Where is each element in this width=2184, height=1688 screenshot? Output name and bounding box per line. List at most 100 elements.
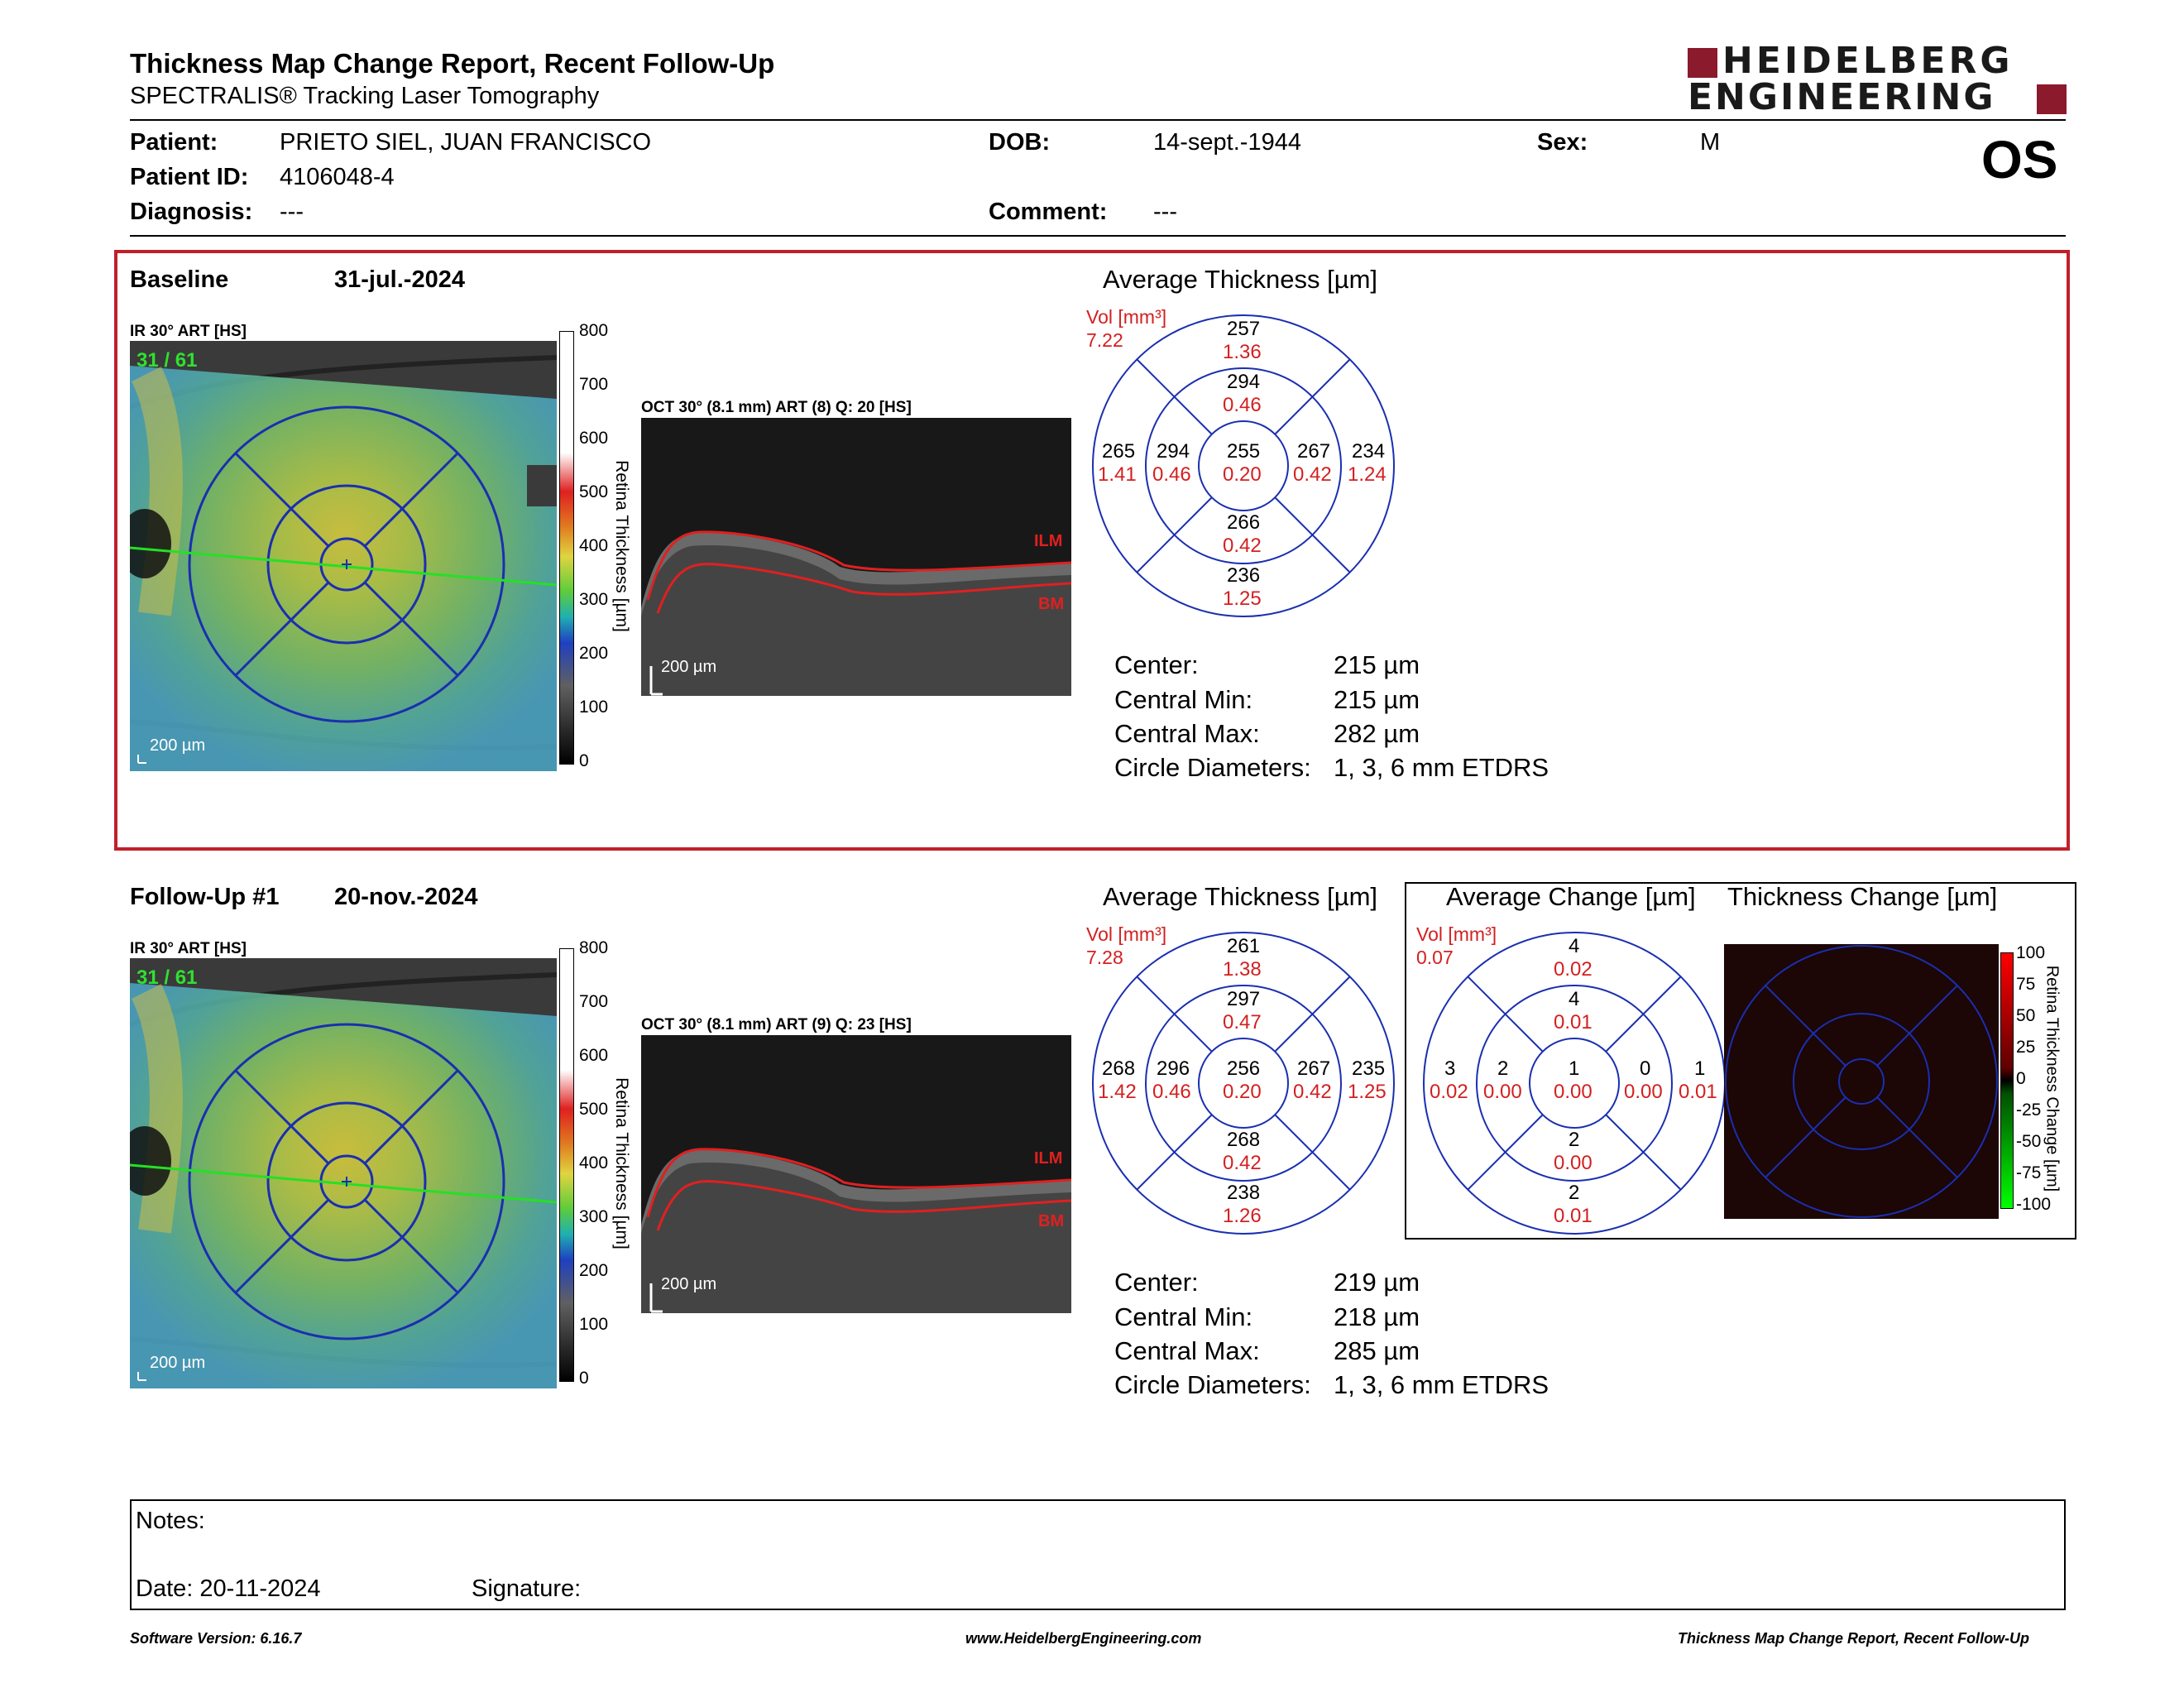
baseline-center-label: Center:: [1114, 650, 1199, 679]
cb-tick: 100: [579, 1315, 609, 1334]
sector-outer-right-value: 234: [1352, 440, 1386, 463]
sex-value: M: [1700, 129, 1721, 156]
baseline-circle-diam-value: 1, 3, 6 mm ETDRS: [1334, 753, 1549, 782]
dob-value: 14-sept.-1944: [1153, 129, 1301, 156]
sector-center-value: 255: [1227, 440, 1261, 463]
sector-center-volume: 0.20: [1223, 1081, 1262, 1103]
comment-label: Comment:: [989, 199, 1108, 225]
header-divider-bottom: [130, 235, 2066, 237]
followup-central-min-value: 218 µm: [1334, 1302, 1420, 1331]
sector-outer-right-volume: 1.24: [1348, 463, 1387, 486]
header-divider-top: [130, 119, 2066, 121]
baseline-oct-image: ILM BM 200 µm: [641, 418, 1071, 696]
sector-inner-left-volume: 0.46: [1152, 463, 1191, 486]
baseline-central-max-value: 282 µm: [1334, 719, 1420, 748]
baseline-ir-scale: 200 µm: [150, 736, 206, 755]
followup-central-min-label: Central Min:: [1114, 1302, 1253, 1331]
sector-inner-left-value: 296: [1157, 1057, 1190, 1080]
baseline-vol-label: Vol [mm³]: [1086, 306, 1167, 328]
change-colorbar: [2000, 952, 2014, 1209]
followup-ir-image: 31 / 61 200 µm: [130, 958, 557, 1388]
baseline-ir-overlay-text: 31 / 61: [136, 349, 198, 372]
followup-circle-diam-label: Circle Diameters:: [1114, 1370, 1311, 1399]
followup-oct-label: OCT 30° (8.1 mm) ART (9) Q: 23 [HS]: [641, 1016, 912, 1033]
followup-central-max-value: 285 µm: [1334, 1336, 1420, 1365]
notes-box[interactable]: [130, 1499, 2066, 1610]
sector-outer-right-volume: 0.01: [1679, 1081, 1717, 1103]
notes-label: Notes:: [136, 1508, 205, 1534]
followup-circle-diam-value: 1, 3, 6 mm ETDRS: [1334, 1370, 1549, 1399]
sector-outer-bottom-volume: 0.01: [1554, 1205, 1592, 1227]
sector-center-value: 256: [1227, 1057, 1261, 1080]
followup-oct-svg: [641, 1035, 1071, 1313]
notes-signature: Signature:: [472, 1575, 582, 1602]
sector-inner-left-value: 294: [1157, 440, 1190, 463]
followup-oct-scale: 200 µm: [661, 1275, 717, 1293]
cb-tick: 200: [579, 1261, 609, 1280]
change-colorbar-title: Retina Thickness Change [µm]: [2043, 965, 2062, 1192]
baseline-circle-diam-label: Circle Diameters:: [1114, 753, 1311, 782]
followup-oct-ilm: ILM: [1034, 1149, 1063, 1168]
sector-inner-right-volume: 0.42: [1293, 463, 1332, 486]
thickness-change-svg: [1724, 944, 1999, 1219]
sector-inner-bottom-value: 266: [1227, 511, 1261, 534]
followup-ir-scale: 200 µm: [150, 1354, 206, 1372]
sector-outer-left-value: 268: [1102, 1057, 1136, 1080]
change-etdrs-svg: [1423, 932, 1726, 1235]
sector-center-value: 1: [1569, 1057, 1580, 1080]
followup-vol-label: Vol [mm³]: [1086, 923, 1167, 945]
logo-square-right: [2037, 84, 2067, 114]
cb-tick: 25: [2016, 1038, 2036, 1057]
cb-tick: 0: [2016, 1069, 2026, 1088]
sector-inner-top-volume: 0.01: [1554, 1011, 1592, 1033]
cb-tick: 300: [579, 1207, 609, 1226]
sector-outer-bottom-value: 238: [1227, 1182, 1261, 1204]
logo-line2: ENGINEERING: [1688, 76, 1996, 118]
sector-inner-right-value: 267: [1297, 440, 1331, 463]
sector-outer-left-volume: 1.42: [1098, 1081, 1137, 1103]
cb-tick: 600: [579, 1046, 609, 1065]
sector-inner-top-value: 297: [1227, 988, 1261, 1010]
cb-tick: 100: [2016, 943, 2046, 962]
followup-colorbar-title: Retina Thickness [µm]: [612, 1077, 631, 1249]
sector-inner-left-value: 2: [1497, 1057, 1509, 1080]
sector-outer-top-volume: 1.36: [1223, 341, 1262, 363]
cb-tick: 50: [2016, 1006, 2036, 1025]
footer-report-name: Thickness Map Change Report, Recent Foll…: [1678, 1630, 2030, 1647]
sector-inner-bottom-volume: 0.42: [1223, 1152, 1262, 1174]
cb-tick: 400: [579, 1153, 609, 1172]
followup-oct-bm: BM: [1038, 1212, 1065, 1230]
baseline-label: Baseline: [130, 266, 229, 293]
patient-label: Patient:: [130, 129, 218, 156]
followup-etdrs-grid: 261 1.38 297 0.47 268 1.42 296 0.46 256 …: [1090, 930, 1396, 1236]
patient-id-value: 4106048-4: [280, 164, 395, 190]
notes-date: Date: 20-11-2024: [136, 1575, 321, 1602]
followup-oct-image: ILM BM 200 µm: [641, 1035, 1071, 1313]
patient-name: PRIETO SIEL, JUAN FRANCISCO: [280, 129, 652, 156]
sector-outer-top-value: 261: [1227, 935, 1261, 957]
followup-ir-overlay-text: 31 / 61: [136, 966, 198, 989]
sector-inner-top-value: 4: [1569, 988, 1580, 1010]
followup-avg-title: Average Thickness [µm]: [1103, 882, 1378, 911]
baseline-date: 31-jul.-2024: [334, 266, 465, 293]
baseline-oct-scale: 200 µm: [661, 658, 717, 676]
followup-colorbar: [559, 948, 574, 1382]
baseline-oct-svg: [641, 418, 1071, 696]
baseline-colorbar-title: Retina Thickness [µm]: [612, 460, 631, 632]
report-title: Thickness Map Change Report, Recent Foll…: [130, 48, 775, 79]
diagnosis-label: Diagnosis:: [130, 199, 253, 225]
footer-software-version: Software Version: 6.16.7: [130, 1630, 302, 1647]
sector-outer-left-value: 265: [1102, 440, 1136, 463]
baseline-etdrs-grid: 257 1.36 294 0.46 265 1.41 294 0.46 255 …: [1090, 313, 1396, 619]
sector-inner-right-value: 267: [1297, 1057, 1331, 1080]
baseline-fundus-svg: [130, 341, 557, 771]
diagnosis-value: ---: [280, 199, 304, 225]
cb-tick: -100: [2016, 1195, 2052, 1214]
sector-inner-bottom-volume: 0.42: [1223, 535, 1262, 557]
footer-website[interactable]: www.HeidelbergEngineering.com: [965, 1630, 1202, 1647]
sector-outer-bottom-volume: 1.26: [1223, 1205, 1262, 1227]
cb-tick: 400: [579, 536, 609, 555]
cb-tick: 500: [579, 482, 609, 501]
cb-tick: -75: [2016, 1163, 2042, 1182]
sector-inner-left-volume: 0.46: [1152, 1081, 1191, 1103]
